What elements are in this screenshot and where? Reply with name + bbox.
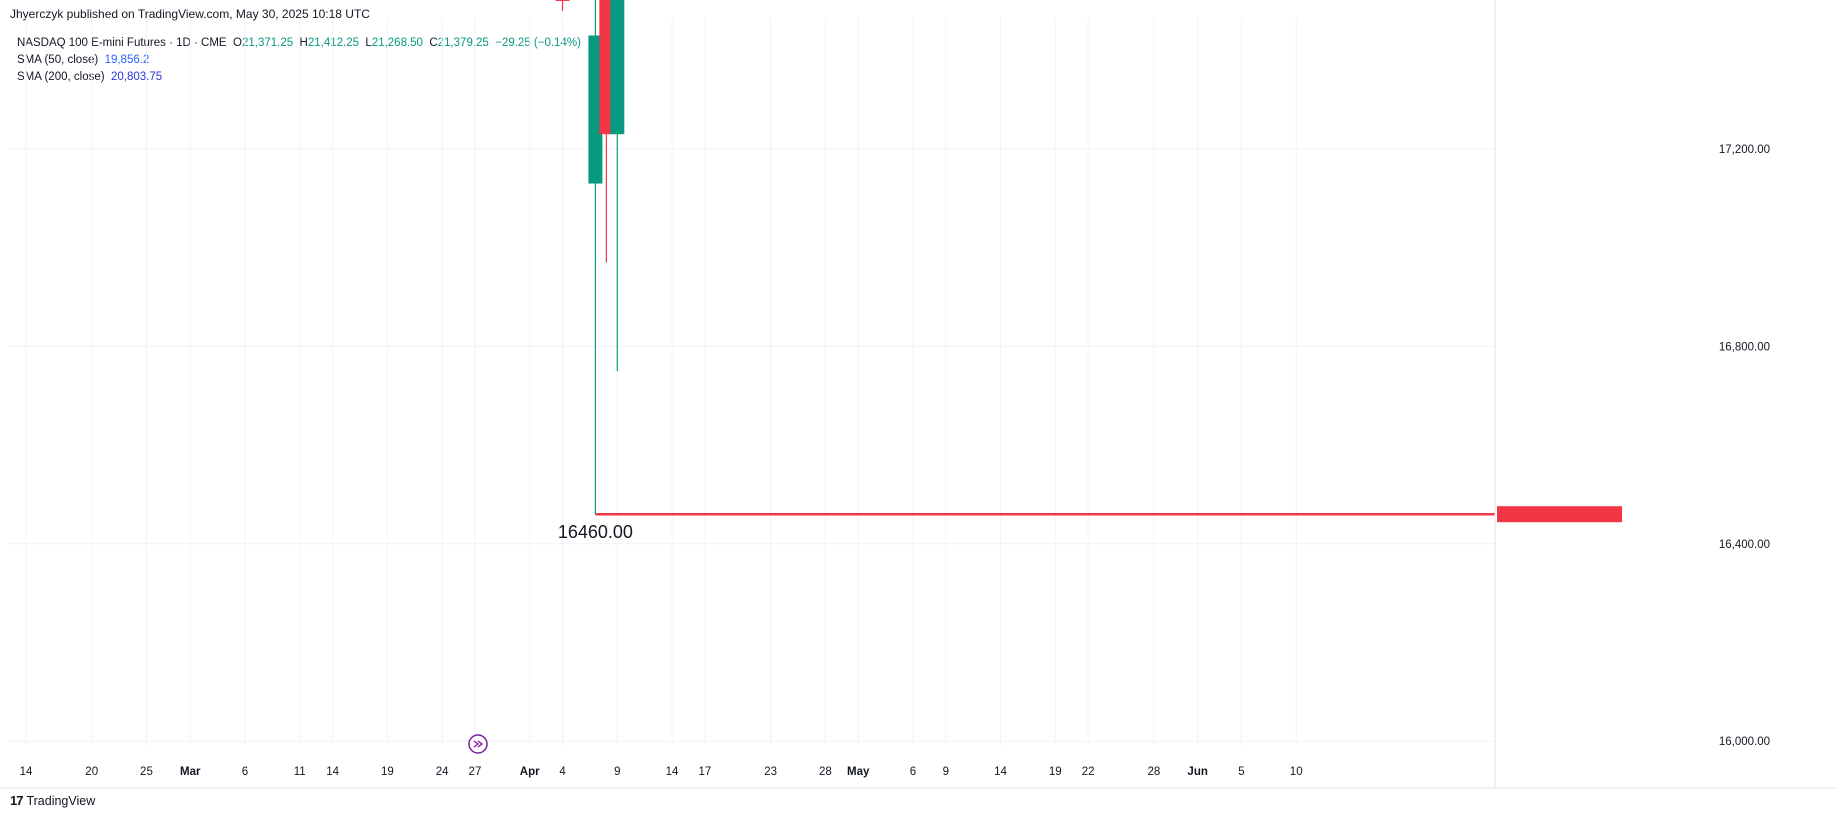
y-tick-label: 16,000.00 xyxy=(1719,736,1770,748)
open-value: 21,371.25 xyxy=(241,37,294,49)
x-tick-label: 14 xyxy=(666,766,679,778)
close-value: 21,379.25 xyxy=(437,37,489,49)
x-tick-label: 6 xyxy=(910,766,916,778)
x-tick-label: 5 xyxy=(1238,766,1244,778)
candles-layer xyxy=(555,0,625,515)
grid-layer xyxy=(8,18,1495,745)
open-label: O xyxy=(233,37,242,49)
sma50-label: SMA (50, close) xyxy=(17,54,99,66)
symbol-title: NASDAQ 100 E-mini Futures · 1D · CME xyxy=(17,37,227,49)
legend-symbol-row: NASDAQ 100 E-mini Futures · 1D · CME O21… xyxy=(17,35,581,52)
x-tick-label: 19 xyxy=(381,766,394,778)
x-tick-label: 19 xyxy=(1049,766,1062,778)
x-tick-label: 6 xyxy=(242,766,248,778)
x-tick-label: 22 xyxy=(1082,766,1095,778)
x-tick-label: 9 xyxy=(943,766,949,778)
x-tick-label: 14 xyxy=(20,766,33,778)
sma200-label: SMA (200, close) xyxy=(17,71,105,83)
candle-body xyxy=(588,35,603,184)
y-tick-label: 16,800.00 xyxy=(1719,341,1770,353)
replay-icon[interactable] xyxy=(468,734,488,754)
candle-body xyxy=(610,0,625,135)
price-annotation: 16460.00 xyxy=(558,522,633,542)
x-tick-label: 28 xyxy=(1147,766,1160,778)
high-label: H xyxy=(299,37,308,49)
high-value: 21,412.25 xyxy=(307,37,359,49)
x-tick-label: 14 xyxy=(326,766,339,778)
x-tick-label: Apr xyxy=(520,766,540,778)
low-value: 21,268.50 xyxy=(371,37,423,49)
candle xyxy=(555,0,570,11)
y-tick-label: 17,200.00 xyxy=(1719,144,1770,156)
legend-sma50-row[interactable]: SMA (50, close) 19,856.2 xyxy=(17,52,581,69)
x-tick-label: 27 xyxy=(469,766,482,778)
legend-sma200-row[interactable]: SMA (200, close) 20,803.75 xyxy=(17,69,581,86)
tradingview-logo-icon: 17 xyxy=(10,793,24,808)
chart-legend: NASDAQ 100 E-mini Futures · 1D · CME O21… xyxy=(17,35,581,86)
x-tick-label: 24 xyxy=(436,766,449,778)
x-tick-label: May xyxy=(847,766,870,778)
candle xyxy=(588,0,603,515)
sma200-value: 20,803.75 xyxy=(110,71,163,83)
candle-body xyxy=(555,0,570,1)
candle-body xyxy=(599,0,614,135)
x-tick-label: Jun xyxy=(1187,766,1207,778)
hline-price-tag xyxy=(1497,506,1622,523)
x-tick-label: 25 xyxy=(140,766,153,778)
x-tick-label: Mar xyxy=(180,766,201,778)
y-axis: 16,000.0016,400.0016,800.0017,200.0017,6… xyxy=(1494,0,1770,788)
x-tick-label: 17 xyxy=(699,766,712,778)
horizontal-lines-layer xyxy=(595,512,1495,516)
x-tick-label: 28 xyxy=(819,766,832,778)
x-tick-label: 9 xyxy=(614,766,620,778)
hline-price-label: 16,460.00 xyxy=(1764,509,1815,521)
candle xyxy=(610,0,625,372)
tradingview-brand: TradingView xyxy=(26,793,96,808)
low-label: L xyxy=(365,37,372,49)
x-tick-label: 14 xyxy=(994,766,1007,778)
x-tick-label: 20 xyxy=(85,766,98,778)
close-label: C xyxy=(429,37,438,49)
x-tick-label: 11 xyxy=(294,766,306,778)
price-tags-layer: 22,656.7516,460.0021,379.2510:51:3620,80… xyxy=(1497,506,1815,523)
x-tick-label: 23 xyxy=(764,766,777,778)
x-tick-label: 10 xyxy=(1290,766,1303,778)
x-tick-label: 4 xyxy=(559,766,566,778)
x-axis: 14 20 25 Mar 6 11 14 19 24 27 Apr 4 9 14 17 23 28 May 6 9 14… xyxy=(0,766,1835,789)
tradingview-footer[interactable]: 17 TradingView xyxy=(10,793,95,808)
y-tick-label: 16,400.00 xyxy=(1719,539,1770,551)
sma50-value: 19,856.2 xyxy=(104,54,150,66)
publisher-credit: Jhyerczyk published on TradingView.com, … xyxy=(10,7,370,21)
candle xyxy=(599,0,614,263)
change-value: −29.25 (−0.14%) xyxy=(495,37,581,49)
